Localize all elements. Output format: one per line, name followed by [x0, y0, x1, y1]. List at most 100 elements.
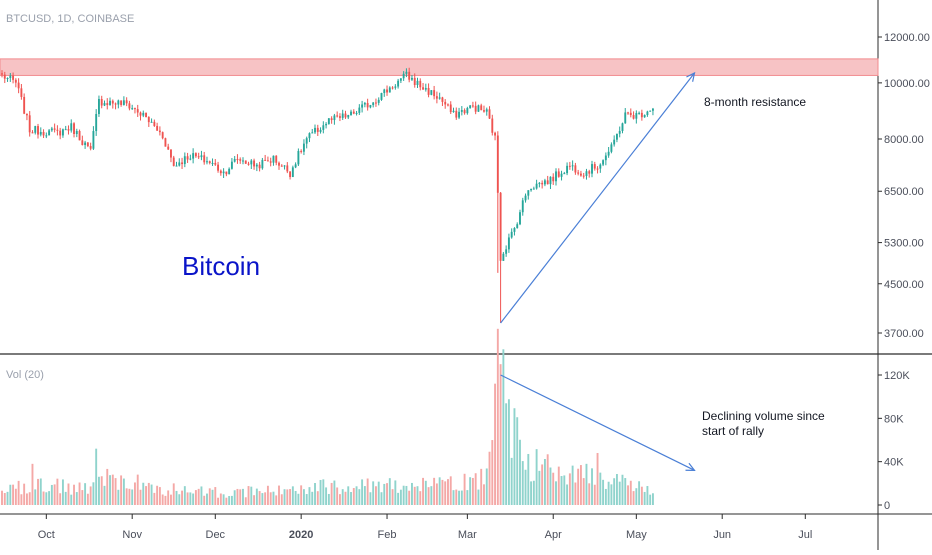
- volume-bar: [599, 472, 602, 505]
- candle-body: [70, 123, 73, 131]
- volume-bar: [399, 489, 402, 505]
- candle-body: [507, 237, 510, 250]
- candle-body: [557, 171, 560, 177]
- volume-bar: [615, 474, 618, 505]
- candle-body: [125, 100, 128, 104]
- candle-body: [599, 164, 602, 169]
- volume-bar: [211, 489, 214, 505]
- volume-bar: [300, 485, 303, 505]
- volume-bar: [230, 495, 233, 505]
- candle-body: [649, 110, 652, 112]
- candle-body: [372, 102, 375, 106]
- candle-body: [9, 75, 12, 79]
- volume-bar: [463, 473, 466, 505]
- candle-body: [463, 110, 466, 114]
- candle-body: [568, 165, 571, 167]
- candle-body: [253, 160, 256, 167]
- volume-bar: [194, 490, 197, 505]
- candle-body: [577, 172, 580, 174]
- candle-body: [424, 87, 427, 90]
- candle-body: [53, 128, 56, 130]
- candle-body: [646, 111, 649, 116]
- volume-bar: [455, 489, 458, 505]
- volume-bar: [200, 486, 203, 505]
- volume-bar: [449, 476, 452, 505]
- time-tick-label: 2020: [289, 529, 313, 541]
- volume-tick-label: 120K: [884, 370, 910, 382]
- candle-body: [264, 159, 267, 161]
- candle-body: [225, 171, 228, 175]
- volume-bar: [435, 483, 438, 505]
- candle-body: [98, 98, 100, 115]
- volume-bar: [17, 480, 20, 505]
- candle-body: [427, 87, 430, 95]
- volume-bar: [131, 489, 134, 505]
- volume-bar: [95, 448, 98, 505]
- candle-body: [308, 133, 311, 139]
- volume-bar: [316, 491, 319, 505]
- candle-body: [386, 89, 388, 93]
- volume-bar: [358, 489, 361, 505]
- volume-bar: [264, 492, 267, 505]
- candle-body: [485, 109, 488, 112]
- volume-bar: [70, 494, 73, 505]
- volume-bar: [604, 488, 607, 505]
- candle-body: [444, 101, 447, 105]
- candle-body: [369, 105, 372, 108]
- volume-bar: [153, 492, 156, 505]
- volume-bar: [510, 457, 513, 505]
- volume-bar: [607, 481, 610, 505]
- candle-body: [416, 80, 419, 85]
- volume-bar: [156, 485, 159, 505]
- candle-body: [283, 165, 286, 167]
- volume-bar: [25, 493, 28, 505]
- candle-body: [477, 105, 480, 112]
- candle-body: [161, 132, 164, 139]
- volume-bar: [206, 493, 208, 505]
- price-tick-label: 3700.00: [884, 328, 924, 340]
- volume-bar: [86, 493, 89, 505]
- candle-body: [640, 112, 643, 118]
- candle-body: [460, 110, 463, 112]
- candle-body: [25, 113, 28, 116]
- candle-body: [208, 161, 211, 163]
- candle-body: [81, 140, 84, 146]
- candle-body: [435, 96, 438, 99]
- volume-bar: [50, 484, 53, 505]
- candle-body: [447, 104, 449, 106]
- volume-bar: [521, 461, 524, 505]
- volume-bar: [566, 484, 569, 505]
- volume-bar: [629, 480, 632, 505]
- candle-body: [197, 156, 200, 158]
- volume-bar: [147, 482, 150, 505]
- candle-body: [455, 110, 458, 118]
- volume-bars: [1, 328, 654, 505]
- candle-body: [6, 78, 9, 80]
- volume-bar: [145, 486, 147, 505]
- volume-bar: [283, 489, 286, 505]
- volume-bar: [289, 489, 292, 505]
- candle-body: [621, 123, 624, 131]
- candle-body: [294, 164, 297, 168]
- candle-body: [632, 115, 635, 119]
- volume-bar: [366, 478, 369, 505]
- candle-body: [67, 129, 70, 131]
- volume-bar: [643, 491, 646, 505]
- volume-bar: [363, 486, 366, 505]
- candle-body: [56, 129, 59, 131]
- candle-body: [330, 118, 333, 121]
- resistance-zone: [0, 58, 879, 76]
- candle-body: [120, 100, 123, 105]
- volume-bar: [372, 481, 375, 505]
- volume-bar: [513, 408, 516, 505]
- volume-bar: [167, 490, 170, 505]
- candle-body: [419, 80, 422, 88]
- volume-bar: [319, 479, 322, 505]
- candle-body: [103, 103, 106, 106]
- volume-bar: [485, 468, 488, 505]
- candle-body: [411, 77, 413, 80]
- volume-bar: [64, 491, 67, 505]
- candle-body: [222, 171, 225, 174]
- candle-body: [469, 105, 472, 109]
